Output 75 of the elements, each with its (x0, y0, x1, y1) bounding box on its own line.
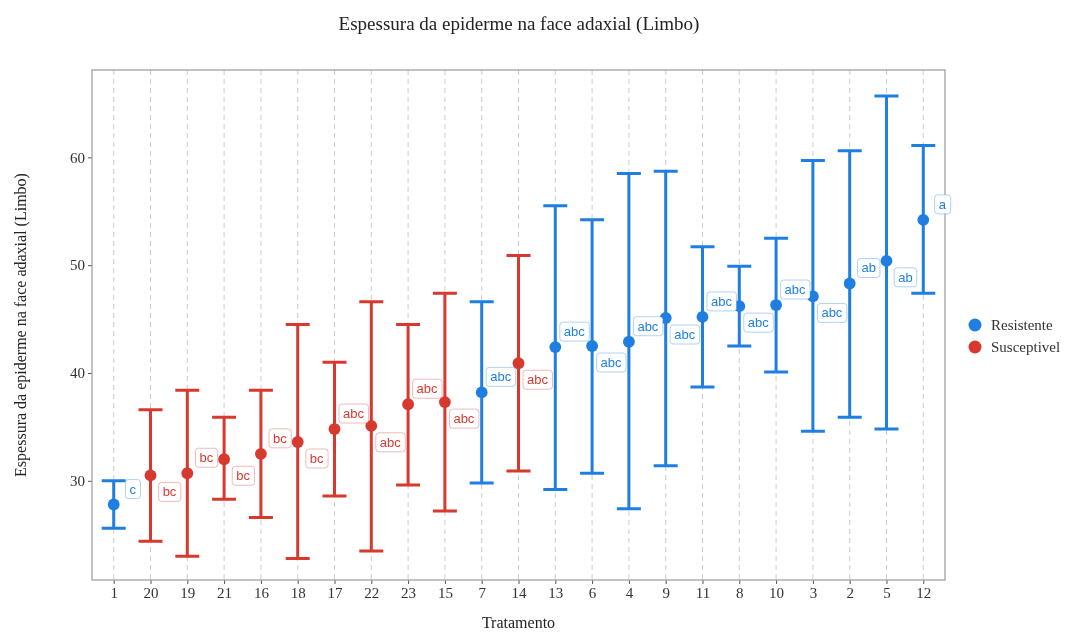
point (880, 254, 893, 267)
point (512, 357, 525, 370)
data-label: abc (527, 372, 549, 388)
point (586, 340, 599, 352)
data-label: bc (309, 450, 325, 466)
data-label: abc (343, 406, 365, 422)
data-label: bc (236, 468, 251, 484)
point (365, 419, 378, 432)
data-label: ab (898, 269, 913, 285)
x-tick-label: 2 (846, 584, 854, 601)
data-label: abc (747, 315, 770, 331)
point (438, 396, 451, 408)
x-tick-label: 14 (511, 584, 527, 601)
data-label: abc (600, 355, 623, 371)
data-label: abc (379, 434, 402, 450)
data-label: abc (416, 381, 439, 397)
data-label: abc (674, 326, 696, 342)
x-tick-label: 18 (290, 584, 306, 601)
x-tick-label: 22 (364, 584, 380, 601)
x-tick-label: 20 (143, 584, 159, 601)
x-tick-label: 3 (809, 584, 818, 601)
data-label: abc (821, 305, 843, 321)
point (181, 467, 194, 480)
data-label: bc (199, 450, 214, 466)
point (254, 447, 267, 460)
data-label: abc (453, 411, 475, 427)
point (622, 335, 635, 348)
x-tick-label: 16 (253, 584, 270, 601)
x-tick-label: 19 (180, 584, 196, 601)
y-tick-label: 50 (70, 257, 85, 274)
y-tick-label: 60 (70, 149, 85, 166)
point (218, 453, 231, 466)
point (696, 311, 709, 323)
data-label: a (938, 196, 947, 212)
x-tick-label: 8 (736, 584, 744, 601)
x-tick-label: 10 (769, 584, 785, 601)
point (770, 299, 783, 311)
x-tick-label: 15 (437, 584, 453, 601)
data-label: ab (861, 260, 876, 276)
data-label: abc (711, 293, 733, 309)
data-label: bc (162, 484, 177, 500)
data-label: bc (273, 430, 288, 446)
x-tick-label: 17 (327, 584, 344, 601)
point (291, 436, 304, 448)
data-label: abc (784, 282, 807, 298)
x-tick-label: 11 (695, 584, 711, 601)
point (843, 277, 856, 290)
x-tick-label: 1 (110, 584, 118, 601)
point (917, 213, 930, 226)
x-tick-label: 4 (625, 584, 634, 601)
point (402, 398, 415, 411)
legend-label: Resistente (991, 317, 1053, 333)
x-tick-label: 12 (916, 584, 932, 601)
y-axis-title: Espessura da epiderme na face adaxial (Limbo) (12, 173, 30, 477)
x-tick-label: 9 (662, 584, 670, 601)
x-tick-label: 23 (401, 584, 417, 601)
point (328, 423, 341, 435)
x-tick-label: 6 (588, 584, 597, 601)
data-label: c (129, 481, 137, 497)
data-label: abc (637, 318, 659, 334)
y-tick-label: 30 (70, 473, 85, 490)
x-tick-label: 5 (883, 584, 891, 601)
point (144, 469, 157, 482)
legend-label: Susceptivel (991, 339, 1061, 355)
point (549, 341, 562, 354)
x-tick-label: 13 (548, 584, 564, 601)
x-tick-label: 7 (478, 584, 487, 601)
x-tick-label: 21 (217, 584, 233, 601)
point (475, 386, 488, 399)
y-tick-label: 40 (70, 365, 85, 382)
x-axis-title: Tratamento (481, 614, 556, 631)
chart-title: Espessura da epiderme na face adaxial (Limbo) (338, 13, 700, 35)
data-label: abc (563, 324, 586, 340)
data-label: abc (490, 369, 512, 385)
point (107, 498, 120, 511)
